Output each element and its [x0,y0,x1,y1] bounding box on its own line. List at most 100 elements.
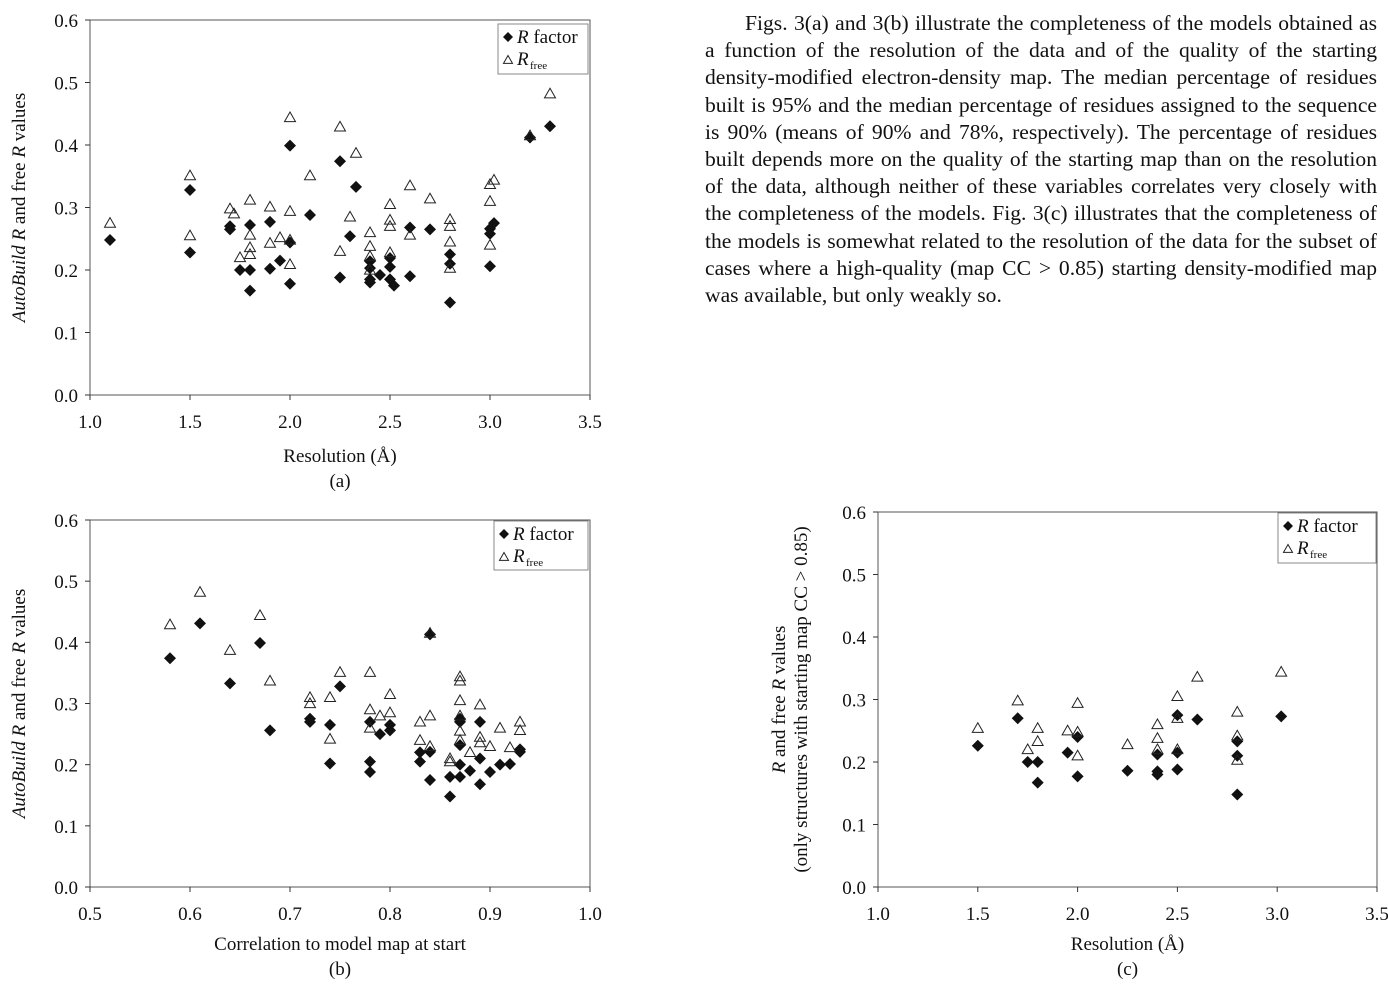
point-r-factor [1061,746,1074,759]
x-tick-label: 0.9 [478,904,502,925]
point-r-free [473,736,487,748]
point-r-factor [454,739,466,752]
point-r-free [283,110,297,123]
point-r-factor [334,271,346,284]
x-tick-label: 2.5 [378,412,402,433]
y-label-r: R [9,724,30,737]
point-r-free [453,709,467,721]
point-r-free [223,643,237,655]
point-r-free [513,715,527,727]
point-r-free [483,194,497,206]
point-r-factor [488,217,500,230]
point-r-factor [1071,770,1084,783]
point-r-factor [404,221,416,234]
point-r-free [363,225,377,238]
legend-rfree-sub: free [526,557,543,569]
point-r-free [349,146,363,158]
point-r-free [1171,711,1184,723]
x-tick-label: 1.5 [178,412,202,433]
point-r-free [103,216,117,228]
point-r-free [483,739,497,751]
point-r-factor [454,715,466,728]
legend-box [493,520,589,571]
legend-box [497,23,589,75]
point-r-free [523,129,537,141]
point-r-factor [284,139,296,152]
point-r-free [363,249,377,261]
legend-r-label: R factor [516,27,578,48]
y-tick-label: 0.2 [842,753,866,774]
plot-frame [89,519,591,888]
point-r-factor [424,773,436,786]
y-label-text: values [9,589,30,642]
point-r-factor [474,752,486,765]
legend-rfree-label: R [512,546,525,567]
point-r-factor [364,755,376,768]
point-r-factor [264,724,276,737]
x-tick-label: 0.6 [178,904,202,925]
point-r-factor [484,260,496,273]
point-r-free [323,732,337,744]
point-r-free [333,244,347,256]
y-label-r: R [769,761,790,774]
body-paragraph: Figs. 3(a) and 3(b) illustrate the compl… [705,10,1377,309]
point-r-free [283,233,297,245]
point-r-factor [1121,764,1134,777]
point-r-free [971,721,985,733]
point-r-factor [304,715,316,728]
point-r-free [383,687,397,699]
legend-rfree-marker [502,54,514,64]
x-tick-label: 0.8 [378,904,402,925]
series-r [971,709,1288,801]
y-label-italic: AutoBuild [9,741,30,821]
point-r-free [263,674,277,686]
point-r-free [473,730,487,742]
point-r-free [323,690,337,703]
point-r-free [183,169,197,181]
point-r-free [1230,753,1244,765]
point-r-factor [374,728,386,741]
point-r-free [503,741,517,753]
y-tick-label: 0.3 [54,199,78,220]
point-r-free [1151,742,1164,755]
point-r-factor [444,790,456,803]
point-r-factor [244,264,256,276]
point-r-free [513,723,527,736]
y-tick-label: 0.4 [54,633,78,654]
x-axis-label: Resolution (Å) [1071,934,1184,955]
point-r-free [423,709,437,721]
point-r-factor [234,264,246,276]
point-r-factor [304,209,316,221]
point-r-factor [1191,713,1204,726]
point-r-free [1021,742,1035,755]
x-tick-label: 1.0 [578,904,602,925]
point-r-free [363,665,377,677]
y-tick-label: 0.4 [842,628,866,649]
point-r-free [1031,721,1045,733]
point-r-free [383,245,397,258]
series-rfree [103,87,557,275]
point-r-free [243,240,257,253]
point-r-free [243,193,257,205]
y-tick-label: 0.0 [54,878,78,899]
point-r-free [363,263,377,275]
point-r-free [487,173,501,185]
point-r-free [1071,749,1084,761]
point-r-free [1121,737,1134,750]
y-tick-label: 0.4 [54,136,78,157]
point-r-factor [1031,756,1044,768]
y-tick-label: 0.3 [54,695,78,716]
point-r-free [443,755,457,767]
point-r-free [273,230,287,243]
point-r-free [383,706,397,718]
point-r-factor [334,155,346,168]
y-label-mid: and free [769,691,790,762]
x-tick-label: 1.0 [866,904,890,925]
point-r-factor [484,766,496,779]
point-r-free [423,192,437,204]
point-r-factor [364,262,376,275]
point-r-free [373,709,387,721]
point-r-free [227,207,241,219]
point-r-free [363,703,377,715]
point-r-factor [444,770,456,783]
